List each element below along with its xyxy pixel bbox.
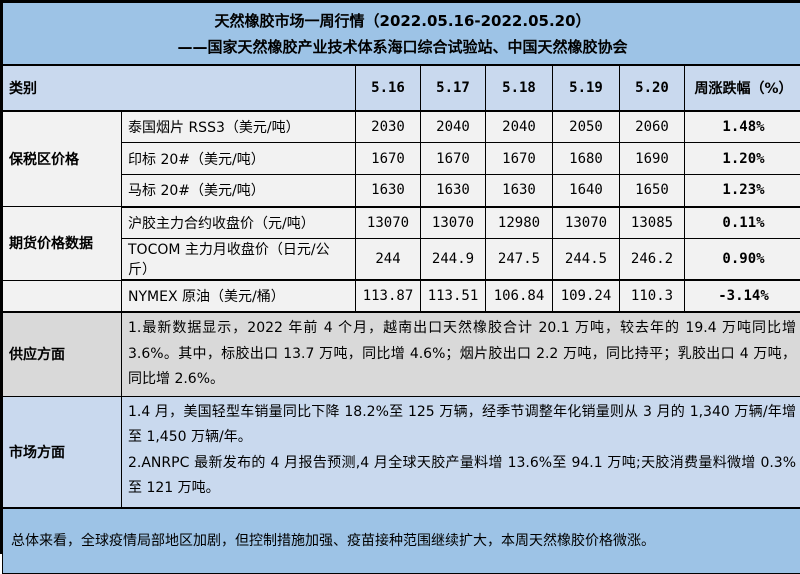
row-group-empty xyxy=(3,280,122,312)
price-cell: 2050 xyxy=(553,111,620,143)
price-cell: 244.5 xyxy=(553,239,620,281)
price-cell: 113.51 xyxy=(421,280,486,312)
weekly-change-cell: 1.20% xyxy=(685,143,800,175)
row-group-futures: 期货价格数据 xyxy=(3,207,122,281)
price-cell: 247.5 xyxy=(486,239,553,281)
price-cell: 246.2 xyxy=(620,239,685,281)
price-cell: 1670 xyxy=(356,143,421,175)
price-cell: 1670 xyxy=(421,143,486,175)
column-header-date-2: 5.17 xyxy=(421,65,486,111)
item-label: 印标 20#（美元/吨） xyxy=(122,143,356,175)
price-cell: 12980 xyxy=(486,207,553,239)
item-label: 泰国烟片 RSS3（美元/吨） xyxy=(122,111,356,143)
price-cell: 13070 xyxy=(421,207,486,239)
price-cell: 106.84 xyxy=(486,280,553,312)
weekly-change-cell: 1.48% xyxy=(685,111,800,143)
price-cell: 1650 xyxy=(620,175,685,207)
price-cell: 1670 xyxy=(486,143,553,175)
table-row: NYMEX 原油（美元/桶） 113.87 113.51 106.84 109.… xyxy=(3,280,800,312)
weekly-change-cell: 0.90% xyxy=(685,239,800,281)
price-cell: 2060 xyxy=(620,111,685,143)
item-label: 马标 20#（美元/吨） xyxy=(122,175,356,207)
price-cell: 1630 xyxy=(486,175,553,207)
row-group-bonded-zone: 保税区价格 xyxy=(3,111,122,207)
price-cell: 1630 xyxy=(356,175,421,207)
page-subtitle: ——国家天然橡胶产业技术体系海口综合试验站、中国天然橡胶协会 xyxy=(7,34,798,60)
page-title: 天然橡胶市场一周行情（2022.05.16-2022.05.20） xyxy=(7,8,798,34)
price-cell: 2030 xyxy=(356,111,421,143)
price-cell: 2040 xyxy=(486,111,553,143)
supply-text: 1.最新数据显示，2022 年前 4 个月，越南出口天然橡胶合计 20.1 万吨… xyxy=(122,312,800,396)
price-cell: 1690 xyxy=(620,143,685,175)
table-row: 保税区价格 泰国烟片 RSS3（美元/吨） 2030 2040 2040 205… xyxy=(3,111,800,143)
market-section: 市场方面 1.4 月，美国轻型车销量同比下降 18.2%至 125 万辆，经季节… xyxy=(3,396,800,508)
weekly-change-cell: 1.23% xyxy=(685,175,800,207)
price-cell: 13070 xyxy=(553,207,620,239)
item-label: TOCOM 主力月收盘价（日元/公斤） xyxy=(122,239,356,281)
price-cell: 2040 xyxy=(421,111,486,143)
table-row: 马标 20#（美元/吨） 1630 1630 1630 1640 1650 1.… xyxy=(3,175,800,207)
supply-section: 供应方面 1.最新数据显示，2022 年前 4 个月，越南出口天然橡胶合计 20… xyxy=(3,312,800,396)
price-cell: 1630 xyxy=(421,175,486,207)
price-cell: 1640 xyxy=(553,175,620,207)
price-cell: 244.9 xyxy=(421,239,486,281)
row-group-supply: 供应方面 xyxy=(3,312,122,396)
summary-text: 总体来看，全球疫情局部地区加剧，但控制措施加强、疫苗接种范围继续扩大，本周天然橡… xyxy=(3,508,800,573)
report-title-block: 天然橡胶市场一周行情（2022.05.16-2022.05.20） ——国家天然… xyxy=(3,3,800,65)
column-header-date-5: 5.20 xyxy=(620,65,685,111)
column-header-date-1: 5.16 xyxy=(356,65,421,111)
column-header-category: 类别 xyxy=(3,65,356,111)
price-cell: 109.24 xyxy=(553,280,620,312)
price-cell: 110.3 xyxy=(620,280,685,312)
market-text: 1.4 月，美国轻型车销量同比下降 18.2%至 125 万辆，经季节调整年化销… xyxy=(122,396,800,508)
market-item-1: 1.4 月，美国轻型车销量同比下降 18.2%至 125 万辆，经季节调整年化销… xyxy=(128,400,796,451)
item-label: NYMEX 原油（美元/桶） xyxy=(122,280,356,312)
row-group-market: 市场方面 xyxy=(3,396,122,508)
summary-section: 总体来看，全球疫情局部地区加剧，但控制措施加强、疫苗接种范围继续扩大，本周天然橡… xyxy=(3,508,800,573)
column-header-weekly-change: 周涨跌幅（%） xyxy=(685,65,800,111)
column-header-date-3: 5.18 xyxy=(486,65,553,111)
table-row: 印标 20#（美元/吨） 1670 1670 1670 1680 1690 1.… xyxy=(3,143,800,175)
column-header-date-4: 5.19 xyxy=(553,65,620,111)
weekly-change-cell: 0.11% xyxy=(685,207,800,239)
price-cell: 244 xyxy=(356,239,421,281)
weekly-change-cell: -3.14% xyxy=(685,280,800,312)
price-cell: 113.87 xyxy=(356,280,421,312)
price-cell: 1680 xyxy=(553,143,620,175)
weekly-rubber-report: 天然橡胶市场一周行情（2022.05.16-2022.05.20） ——国家天然… xyxy=(0,0,800,554)
market-item-2: 2.ANRPC 最新发布的 4 月报告预测,4 月全球天胶产量料增 13.6%至… xyxy=(128,451,796,502)
price-cell: 13070 xyxy=(356,207,421,239)
price-cell: 13085 xyxy=(620,207,685,239)
table-row: TOCOM 主力月收盘价（日元/公斤） 244 244.9 247.5 244.… xyxy=(3,239,800,281)
item-label: 沪胶主力合约收盘价（元/吨） xyxy=(122,207,356,239)
table-row: 期货价格数据 沪胶主力合约收盘价（元/吨） 13070 13070 12980 … xyxy=(3,207,800,239)
